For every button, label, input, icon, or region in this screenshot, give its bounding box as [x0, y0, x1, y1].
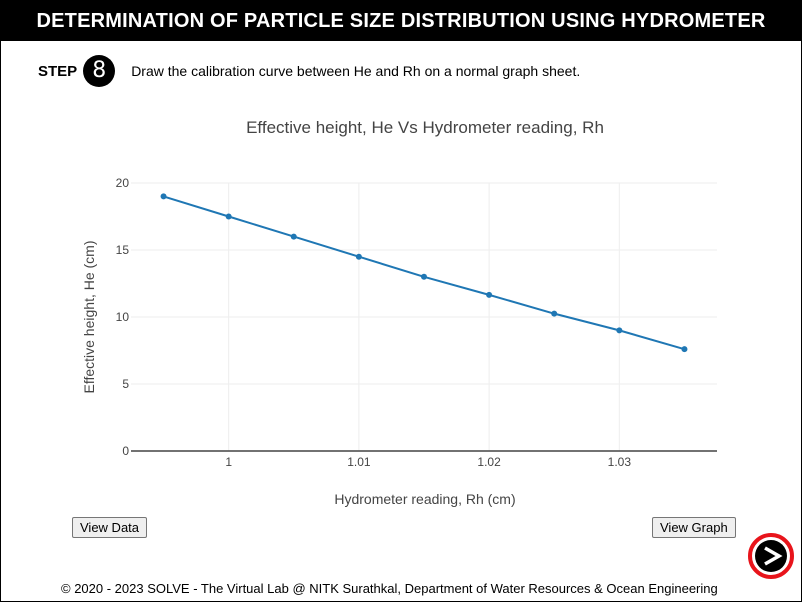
page-title: DETERMINATION OF PARTICLE SIZE DISTRIBUT…	[1, 1, 801, 41]
data-point	[486, 291, 493, 298]
data-point	[160, 193, 167, 200]
next-arrow-icon	[755, 540, 787, 572]
chart-container: Effective height, He Vs Hydrometer readi…	[1, 101, 801, 521]
data-point	[681, 346, 688, 353]
grid-layer	[131, 182, 717, 451]
data-point	[225, 213, 232, 220]
data-point	[421, 273, 427, 280]
next-arrow-glyph	[764, 546, 783, 566]
chart-title: Effective height, He Vs Hydrometer readi…	[246, 118, 604, 137]
calibration-chart: Effective height, He Vs Hydrometer readi…	[81, 118, 717, 507]
view-graph-button[interactable]: View Graph	[652, 517, 736, 538]
view-data-button[interactable]: View Data	[72, 517, 148, 538]
footer-text: © 2020 - 2023 SOLVE - The Virtual Lab @ …	[61, 581, 718, 596]
x-tick-label: 1.03	[608, 455, 632, 469]
x-tick-label: 1.01	[347, 455, 371, 469]
y-tick-label: 5	[122, 377, 129, 391]
y-tick-label: 10	[116, 310, 130, 324]
step-row: STEP 8 Draw the calibration curve betwee…	[38, 55, 580, 87]
y-tick-label: 20	[116, 176, 130, 190]
x-tick-label: 1	[225, 455, 232, 469]
x-tick-label: 1.02	[477, 455, 501, 469]
step-number-badge: 8	[83, 55, 116, 87]
axis-layer: 0 5 10 15 20 1 1.01 1.02 1.03	[116, 176, 717, 469]
series-layer	[160, 193, 688, 353]
x-axis-label: Hydrometer reading, Rh (cm)	[334, 491, 515, 507]
next-button[interactable]	[748, 533, 794, 579]
data-point	[290, 233, 297, 240]
data-point	[551, 310, 558, 317]
data-point	[355, 253, 362, 260]
data-point	[616, 327, 623, 334]
step-instruction: Draw the calibration curve between He an…	[131, 63, 581, 79]
step-label: STEP	[38, 62, 78, 80]
series-line	[163, 195, 685, 351]
y-axis-label: Effective height, He (cm)	[81, 240, 97, 393]
y-tick-label: 15	[116, 243, 130, 257]
y-tick-label: 0	[122, 444, 129, 458]
